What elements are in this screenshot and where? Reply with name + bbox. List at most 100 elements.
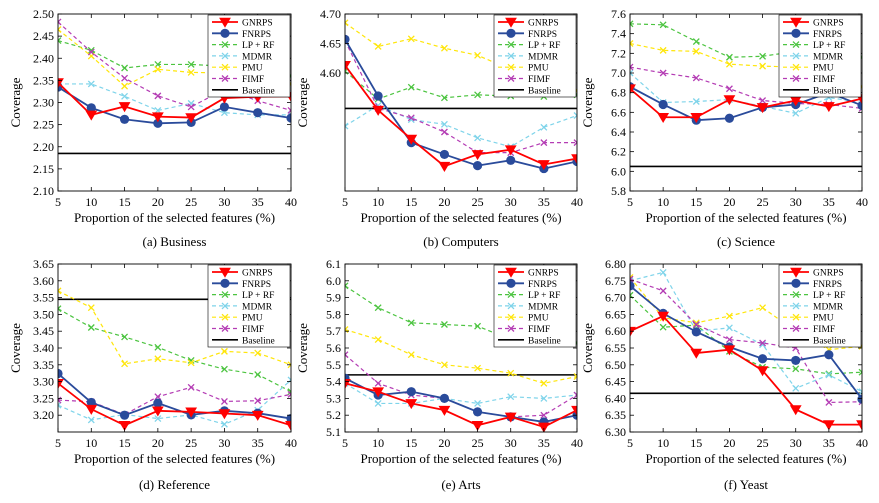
lp-rf-marker [287,388,291,396]
legend-label-fimf: FIMF [528,325,550,335]
pmu-marker [725,60,733,68]
legend-mdmr-marker [221,52,229,60]
legend-fnrps-marker [506,278,516,288]
pmu-marker [573,373,577,381]
series-line-lp-rf [345,70,577,100]
mdmr-marker [573,112,577,119]
lp-rf-marker [187,60,195,68]
panel-caption: (e) Arts [441,477,480,492]
lp-rf-marker [58,305,62,313]
x-tick-label: 10 [657,436,669,450]
y-tick-label: 6.30 [605,425,626,439]
legend-label-fnrps: FNRPS [813,30,842,40]
lp-rf-marker [692,38,700,45]
fnrps-marker [86,103,96,113]
series-pmu [345,326,577,387]
x-tick-label: 15 [119,436,131,450]
y-tick-label: 2.20 [33,140,54,154]
fnrps-marker [724,113,735,123]
fnrps-marker [345,34,350,44]
fimf-marker [154,92,162,100]
series-line-mdmr [630,271,862,393]
plot-frame [344,13,578,192]
legend-pmu-marker [792,63,800,71]
legend-label-baseline: Baseline [242,86,275,96]
y-tick-label: 6.45 [605,375,626,389]
legend-label-lp-rf: LP + RF [528,41,560,51]
series-line-fimf [345,354,577,418]
y-tick-label: 6.0 [326,274,341,288]
pmu-marker [440,44,448,52]
series-line-lp-rf [58,39,291,77]
y-tick-label: 3.30 [33,375,54,389]
mdmr-marker [507,393,515,401]
x-tick-label: 40 [856,436,868,450]
pmu-marker [121,360,129,368]
legend-label-mdmr: MDMR [528,302,559,312]
fnrps-marker [658,99,668,110]
mdmr-marker [540,123,548,131]
legend-label-fimf: FIMF [813,75,835,85]
x-tick-label: 25 [472,195,484,209]
legend-fimf-marker [792,75,800,82]
x-tick-label: 5 [55,195,61,209]
x-tick-label: 15 [690,195,702,209]
pmu-marker [630,40,634,47]
pmu-marker [58,26,62,33]
series-line-fimf [58,386,291,416]
fimf-marker [759,97,767,104]
y-tick-label: 6.2 [611,145,626,159]
x-tick-label: 40 [571,195,583,209]
pmu-marker [154,65,162,73]
legend-fnrps-marker [791,28,801,38]
y-tick-label: 6.4 [611,125,626,139]
fimf-marker [374,379,382,387]
lp-rf-marker [659,21,667,29]
y-tick-label: 6.70 [605,291,626,305]
x-tick-label: 35 [823,436,835,450]
lp-rf-marker [474,91,482,99]
fimf-marker [440,128,448,136]
legend-label-baseline: Baseline [813,336,846,346]
y-tick-label: 5.2 [326,408,341,422]
lp-rf-marker [121,333,129,341]
series-line-fimf [345,40,577,154]
pmu-marker [374,336,382,344]
y-axis-label: Coverage [580,77,595,127]
lp-rf-marker [474,322,482,330]
legend-lp-rf-marker [792,41,800,49]
series-gnrps [345,61,577,172]
gnrps-marker [372,387,385,398]
lp-rf-marker [407,83,415,91]
y-tick-label: 3.25 [33,391,54,405]
series-line-fimf [58,21,291,112]
y-tick-label: 6.35 [605,408,626,422]
series-line-fnrps [58,86,291,125]
fimf-marker [540,411,548,419]
x-tick-label: 15 [119,195,131,209]
pmu-marker [187,359,195,367]
y-tick-label: 3.40 [33,341,54,355]
y-tick-label: 5.9 [326,291,341,305]
y-tick-label: 5.8 [611,184,626,198]
gnrps-marker [657,112,670,123]
legend-label-baseline: Baseline [528,336,561,346]
legend-box [493,14,577,98]
legend-gnrps-marker [790,267,802,278]
y-tick-label: 6.1 [326,257,341,271]
lp-rf-marker [154,343,162,351]
x-tick-label: 40 [856,195,868,209]
panel-caption: (b) Computers [423,234,498,249]
legend-label-gnrps: GNRPS [813,269,844,279]
mdmr-marker [121,92,129,100]
legend-mdmr-marker [792,52,800,60]
y-axis-label: Coverage [295,77,310,127]
x-tick-label: 10 [372,436,384,450]
pmu-marker [121,82,129,90]
legend-label-lp-rf: LP + RF [528,291,560,301]
mdmr-marker [792,109,800,117]
series-line-gnrps [58,382,291,427]
x-tick-label: 25 [185,436,197,450]
